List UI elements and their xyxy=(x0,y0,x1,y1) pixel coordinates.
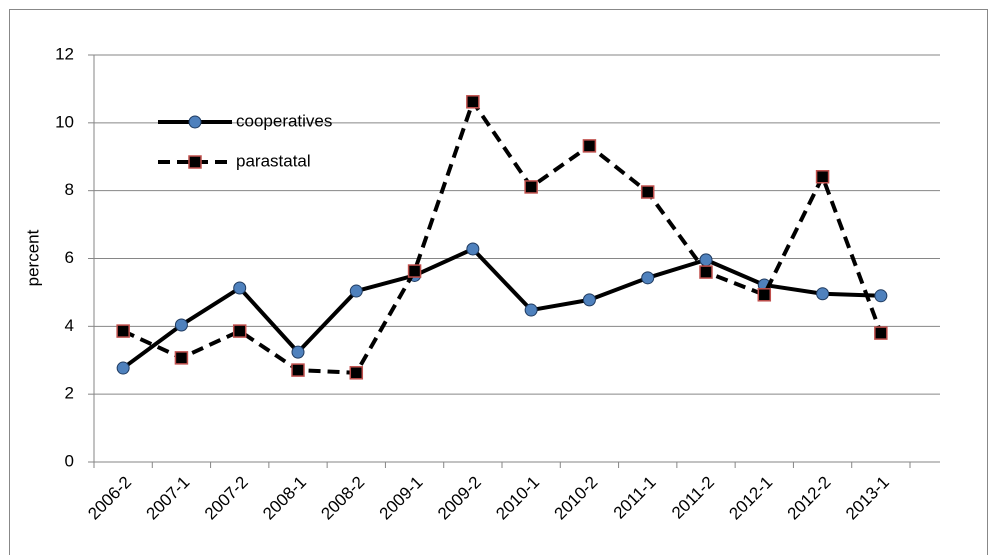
point xyxy=(174,351,189,365)
point xyxy=(466,242,480,256)
point xyxy=(699,265,713,279)
y-tick-label: 10 xyxy=(55,112,74,131)
point xyxy=(233,281,247,295)
point xyxy=(874,289,888,303)
point xyxy=(232,324,247,338)
point xyxy=(699,253,713,267)
point xyxy=(757,288,772,302)
legend-marker xyxy=(188,115,202,129)
legend-label: cooperatives xyxy=(236,111,332,130)
y-axis-label: percent xyxy=(23,229,42,286)
point xyxy=(582,293,596,307)
y-tick-label: 2 xyxy=(65,384,74,403)
point xyxy=(407,264,422,278)
y-tick-label: 12 xyxy=(55,44,74,63)
series-line xyxy=(122,99,883,375)
point xyxy=(640,185,655,199)
point xyxy=(174,318,188,332)
y-tick-label: 8 xyxy=(65,180,74,199)
point xyxy=(874,326,888,340)
y-tick-label: 0 xyxy=(65,451,74,470)
point xyxy=(816,287,830,301)
point xyxy=(349,284,363,298)
series-line xyxy=(121,247,881,370)
point xyxy=(466,95,480,109)
legend-label: parastatal xyxy=(236,151,311,170)
point xyxy=(291,345,305,359)
point xyxy=(815,170,830,184)
point xyxy=(116,361,130,375)
y-tick-label: 6 xyxy=(65,248,74,267)
chart-border xyxy=(9,9,988,560)
y-tick-label: 4 xyxy=(65,316,74,335)
point xyxy=(524,180,538,194)
point xyxy=(291,363,305,377)
legend-marker xyxy=(188,155,202,169)
point xyxy=(641,271,655,285)
point xyxy=(524,303,538,317)
point xyxy=(582,139,597,153)
point xyxy=(349,366,364,380)
point xyxy=(116,324,130,338)
